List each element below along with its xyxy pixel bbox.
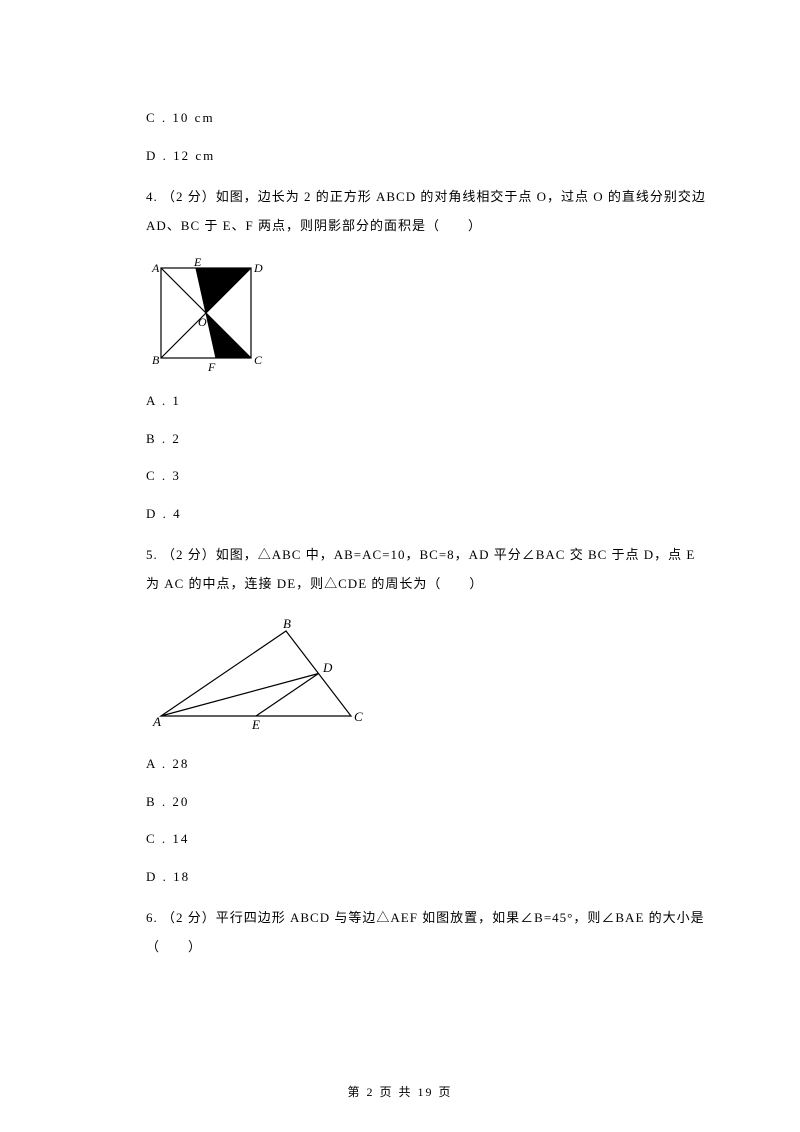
page-content: C . 10 cm D . 12 cm 4. （2 分）如图，边长为 2 的正方… (0, 0, 800, 1020)
svg-text:E: E (251, 717, 260, 732)
q5-option-d: D . 18 (146, 867, 710, 887)
svg-text:D: D (253, 261, 263, 275)
svg-text:E: E (193, 258, 202, 269)
page-footer: 第 2 页 共 19 页 (0, 1083, 800, 1100)
svg-text:D: D (322, 660, 333, 675)
svg-text:O: O (198, 315, 207, 329)
q5-option-c: C . 14 (146, 829, 710, 849)
svg-text:B: B (152, 353, 160, 367)
q4-option-b: B . 2 (146, 429, 710, 449)
q3-option-c: C . 10 cm (146, 108, 710, 128)
q3-option-d: D . 12 cm (146, 146, 710, 166)
svg-text:C: C (354, 709, 363, 724)
q4-text: 4. （2 分）如图，边长为 2 的正方形 ABCD 的对角线相交于点 O，过点… (146, 183, 710, 240)
svg-text:F: F (207, 360, 216, 373)
q5-figure: A B C D E (146, 616, 710, 736)
q4-option-c: C . 3 (146, 466, 710, 486)
svg-text:A: A (152, 714, 161, 729)
svg-text:A: A (151, 261, 160, 275)
q5-text: 5. （2 分）如图，△ABC 中，AB=AC=10，BC=8，AD 平分∠BA… (146, 541, 710, 598)
q4-option-d: D . 4 (146, 504, 710, 524)
q5-option-b: B . 20 (146, 792, 710, 812)
q5-option-a: A . 28 (146, 754, 710, 774)
q6-text: 6. （2 分）平行四边形 ABCD 与等边△AEF 如图放置，如果∠B=45°… (146, 904, 710, 961)
svg-text:C: C (254, 353, 263, 367)
q4-figure: A E D O B F C (146, 258, 710, 373)
svg-text:B: B (283, 616, 291, 631)
q4-option-a: A . 1 (146, 391, 710, 411)
